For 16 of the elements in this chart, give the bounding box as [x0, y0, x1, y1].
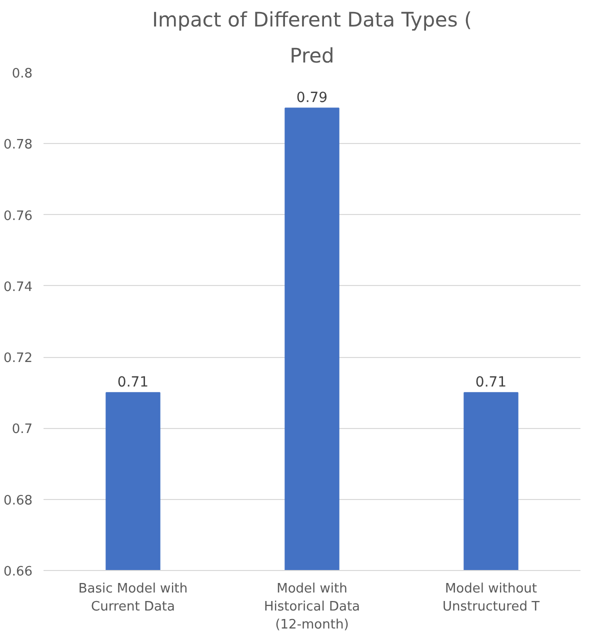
chart-subtitle: Pred: [290, 44, 334, 68]
y-tick-label: 0.7: [12, 422, 33, 438]
y-tick-label: 0.72: [4, 351, 33, 366]
chart-title: Impact of Different Data Types (: [152, 8, 472, 32]
y-tick-label: 0.8: [12, 66, 33, 82]
y-tick-label: 0.78: [4, 138, 33, 153]
data-label: 0.71: [475, 374, 507, 391]
x-tick-label: Model with Historical Data (12-month): [264, 582, 360, 632]
x-tick-label: Basic Model with Current Data: [78, 582, 188, 614]
y-tick-label: 0.76: [4, 208, 33, 224]
x-tick-label: Model without Unstructured T: [442, 582, 540, 614]
data-label: 0.79: [296, 90, 328, 106]
data-label: 0.71: [117, 374, 149, 391]
y-tick-label: 0.66: [4, 564, 33, 580]
y-tick-label: 0.68: [4, 493, 33, 508]
y-tick-label: 0.74: [4, 280, 33, 295]
